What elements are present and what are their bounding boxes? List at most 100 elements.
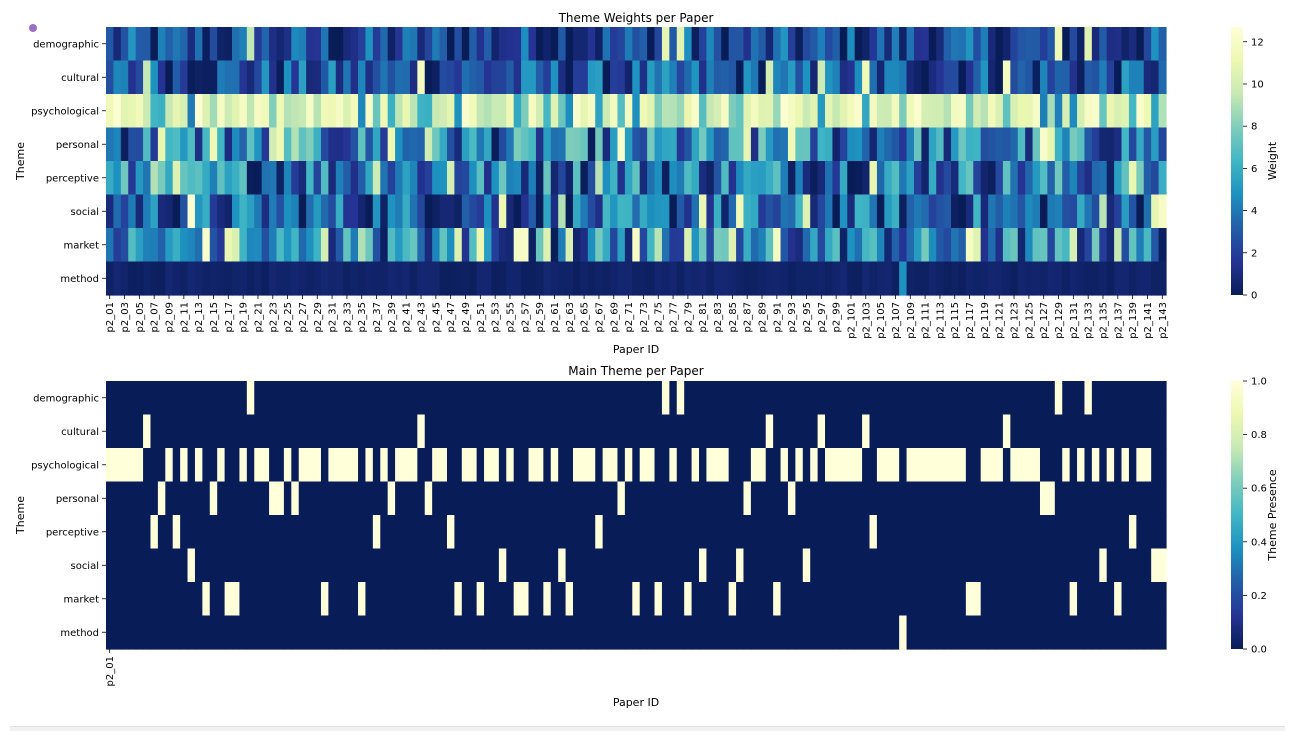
heatmap-cell <box>432 615 441 650</box>
heatmap-cell <box>721 127 730 162</box>
heatmap-cell <box>1062 27 1071 62</box>
column-label: p2_65 <box>580 302 591 332</box>
heatmap-cell <box>1025 194 1034 229</box>
heatmap-cell <box>639 515 648 550</box>
heatmap-cell <box>1002 414 1011 449</box>
heatmap-cell <box>825 60 834 95</box>
heatmap-cell <box>884 414 893 449</box>
heatmap-cell <box>921 448 930 483</box>
heatmap-cell <box>565 448 574 483</box>
heatmap-cell <box>676 194 685 229</box>
heatmap-cell <box>543 228 552 263</box>
heatmap-cell <box>928 261 937 296</box>
heatmap-cell <box>335 60 344 95</box>
heatmap-cell <box>1158 381 1167 416</box>
heatmap-cell <box>928 582 937 617</box>
heatmap-cell <box>936 60 945 95</box>
heatmap-cell <box>439 414 448 449</box>
heatmap-cell <box>239 194 248 229</box>
heatmap-cell <box>1047 582 1056 617</box>
heatmap-cell <box>543 94 552 129</box>
heatmap-cell <box>995 194 1004 229</box>
heatmap-cell <box>506 582 515 617</box>
heatmap-cell <box>1032 94 1041 129</box>
heatmap-cell <box>350 261 359 296</box>
heatmap-cell <box>624 381 633 416</box>
heatmap-cell <box>1054 228 1063 263</box>
heatmap-cell <box>943 515 952 550</box>
heatmap-cell <box>1025 448 1034 483</box>
heatmap-cell <box>913 481 922 516</box>
heatmap-cell <box>380 548 389 583</box>
heatmap-cell <box>980 381 989 416</box>
heatmap-cell <box>624 94 633 129</box>
heatmap-cell <box>143 515 152 550</box>
heatmap-cell <box>476 261 485 296</box>
heatmap-cell <box>713 261 722 296</box>
heatmap-cell <box>936 27 945 62</box>
heatmap-cell <box>1017 94 1026 129</box>
heatmap-cell <box>661 615 670 650</box>
heatmap-cell <box>839 615 848 650</box>
heatmap-cell <box>854 548 863 583</box>
heatmap-cell <box>283 127 292 162</box>
heatmap-cell <box>654 127 663 162</box>
heatmap-cell <box>647 194 656 229</box>
heatmap-cell <box>372 481 381 516</box>
heatmap-cell <box>951 414 960 449</box>
heatmap-cell <box>424 582 433 617</box>
heatmap-cell <box>713 94 722 129</box>
heatmap-cell <box>1054 448 1063 483</box>
heatmap-cell <box>825 161 834 196</box>
heatmap-cell <box>402 615 411 650</box>
heatmap-cell <box>839 94 848 129</box>
heatmap-cell <box>1084 582 1093 617</box>
heatmap-cell <box>306 228 315 263</box>
heatmap-cell <box>787 94 796 129</box>
heatmap-cell <box>913 127 922 162</box>
heatmap-cell <box>387 127 396 162</box>
heatmap-cell <box>269 27 278 62</box>
heatmap-cell <box>550 515 559 550</box>
heatmap-cell <box>1151 448 1160 483</box>
heatmap-cell <box>113 515 122 550</box>
heatmap-cell <box>484 548 493 583</box>
heatmap-cell <box>832 228 841 263</box>
heatmap-cell <box>246 161 255 196</box>
heatmap-cell <box>869 261 878 296</box>
heatmap-cell <box>432 94 441 129</box>
heatmap-cell <box>1047 228 1056 263</box>
heatmap-cell <box>439 127 448 162</box>
heatmap-cell <box>884 261 893 296</box>
column-label: p2_97 <box>817 302 828 332</box>
heatmap-cell <box>595 261 604 296</box>
heatmap-cell <box>558 194 567 229</box>
heatmap-cell <box>1136 414 1145 449</box>
heatmap-cell <box>869 94 878 129</box>
heatmap-cell <box>1062 414 1071 449</box>
column-label: p2_87 <box>743 302 754 332</box>
heatmap-cell <box>988 228 997 263</box>
heatmap-cell <box>320 161 329 196</box>
heatmap-cell <box>580 381 589 416</box>
heatmap-cell <box>498 548 507 583</box>
heatmap-cell <box>417 381 426 416</box>
heatmap-cell <box>639 582 648 617</box>
column-labels: p2_01 p2_03 p2_05 p2_07 p2_09 p2_11 p2_13 p2_15… <box>105 295 1169 339</box>
heatmap-cell <box>839 381 848 416</box>
heatmap-cell <box>409 481 418 516</box>
heatmap-cell <box>661 481 670 516</box>
heatmap-cell <box>283 94 292 129</box>
heatmap-cell <box>1032 261 1041 296</box>
heatmap-cell <box>587 615 596 650</box>
heatmap-cell <box>706 127 715 162</box>
heatmap-cell <box>320 448 329 483</box>
heatmap-cell <box>417 161 426 196</box>
heatmap-cell <box>676 94 685 129</box>
heatmap-cell <box>973 228 982 263</box>
heatmap-cell <box>150 381 159 416</box>
heatmap-cell <box>780 127 789 162</box>
heatmap-cell <box>187 381 196 416</box>
heatmap-cell <box>847 27 856 62</box>
heatmap-cell <box>165 515 174 550</box>
